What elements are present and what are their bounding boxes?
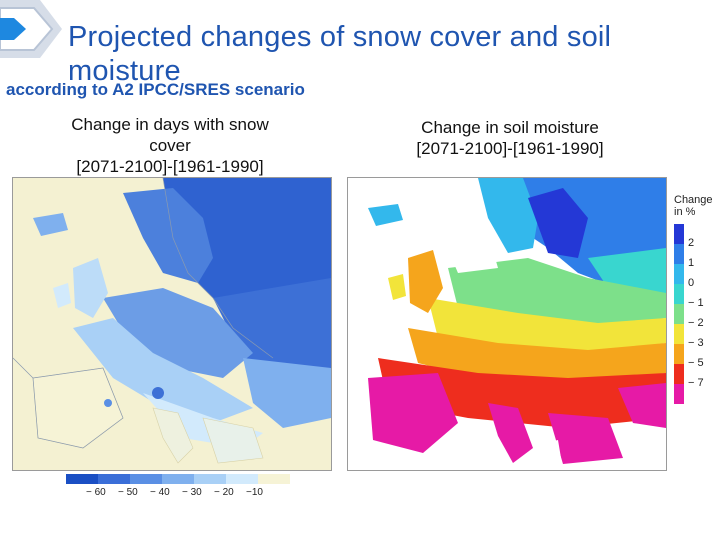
legend-swatch [674,324,684,344]
legend-tick-label: − 30 [182,487,202,498]
presentation-logo-icon [0,0,62,58]
legend-title-line-2: in % [674,206,696,218]
legend-title: Change in % [674,194,713,218]
slide-subtitle: according to A2 IPCC/SRES scenario [6,80,305,99]
slide-title: Projected changes of snow cover and soil… [68,21,612,87]
legend-tick-label: − 7 [688,377,704,389]
legend-tick-label: −10 [246,487,263,498]
legend-swatch [674,264,684,284]
left-map-caption: Change in days with snow cover [2071-210… [40,114,300,177]
soil-moisture-map [347,177,667,471]
legend-swatch [674,344,684,364]
legend-swatch [226,474,258,484]
legend-swatch [98,474,130,484]
left-caption-line-3: [2071-2100]-[1961-1990] [76,157,264,176]
right-map-caption: Change in soil moisture [2071-2100]-[196… [380,117,640,159]
left-caption-line-2: cover [149,136,191,155]
right-caption-line-1: Change in soil moisture [421,118,599,137]
legend-tick-label: 0 [688,277,695,289]
legend-swatch [194,474,226,484]
soil-moisture-color-bar [674,224,684,404]
legend-swatch [130,474,162,484]
legend-tick-label: − 20 [214,487,234,498]
legend-swatch [674,304,684,324]
legend-swatch [162,474,194,484]
soil-moisture-legend: Change in % 2 1 0 − 1 − 2 − 3 − 5 − 7 [668,194,720,414]
legend-tick-label: − 3 [688,337,704,349]
snow-cover-map [12,177,332,471]
legend-swatch [674,364,684,384]
legend-swatch [674,244,684,264]
snow-cover-legend: − 60 − 50 − 40 − 30 − 20 −10 [66,474,290,498]
legend-tick-label: − 60 [86,487,106,498]
legend-tick-label: 2 [688,237,695,249]
legend-swatch [258,474,290,484]
legend-swatch [66,474,98,484]
legend-tick-label: − 40 [150,487,170,498]
legend-swatch [674,224,684,244]
left-caption-line-1: Change in days with snow [71,115,269,134]
legend-swatch [674,284,684,304]
legend-swatch [674,384,684,404]
snow-cover-color-bar [66,474,290,484]
legend-tick-label: − 2 [688,317,704,329]
legend-title-line-1: Change [674,194,713,206]
legend-tick-label: 1 [688,257,695,269]
right-caption-line-2: [2071-2100]-[1961-1990] [416,139,604,158]
legend-tick-label: − 5 [688,357,704,369]
legend-tick-label: − 50 [118,487,138,498]
legend-tick-label: − 1 [688,297,704,309]
